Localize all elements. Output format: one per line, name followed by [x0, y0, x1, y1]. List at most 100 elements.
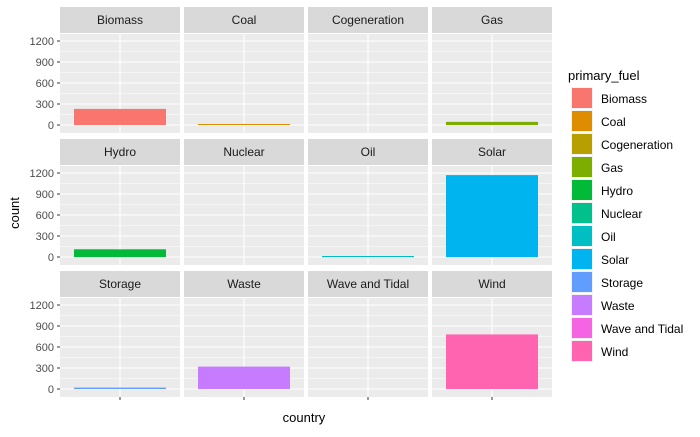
panel-wind: Wind [432, 271, 552, 397]
panel-oil: Oil [308, 139, 428, 265]
legend-swatch [572, 272, 592, 292]
bar-storage [74, 387, 166, 389]
legend-label: Cogeneration [601, 138, 673, 152]
panel-strip [432, 271, 552, 297]
y-tick-label: 0 [48, 252, 54, 264]
legend-label: Hydro [601, 184, 633, 198]
bar-wind [446, 334, 538, 389]
panel-strip-label: Waste [227, 277, 261, 291]
panel-strip [60, 7, 180, 33]
panel-waste: Waste [184, 271, 304, 397]
panel-hydro: Hydro [60, 139, 180, 265]
panel-storage: Storage [60, 271, 180, 397]
legend-label: Coal [601, 115, 626, 129]
legend-label: Biomass [601, 92, 647, 106]
legend-title: primary_fuel [568, 68, 640, 83]
panel-strip-label: Coal [232, 13, 257, 27]
legend-item-gas: Gas [571, 156, 623, 178]
y-tick-label: 1200 [30, 300, 54, 312]
legend-label: Nuclear [601, 207, 642, 221]
panel-strip-label: Wave and Tidal [327, 277, 409, 291]
panel-cogeneration: Cogeneration [308, 7, 428, 133]
legend-label: Solar [601, 253, 629, 267]
legend-item-biomass: Biomass [571, 87, 647, 109]
legend-item-solar: Solar [571, 248, 629, 270]
panel-strip [308, 7, 428, 33]
legend-item-wind: Wind [571, 340, 628, 362]
y-tick-label: 300 [36, 363, 54, 375]
legend-swatch [572, 318, 592, 338]
legend-swatch [572, 134, 592, 154]
panel-wave-and-tidal: Wave and Tidal [308, 271, 428, 397]
x-axis [119, 397, 493, 400]
y-tick-label: 600 [36, 78, 54, 90]
panel-strip-label: Cogeneration [332, 13, 404, 27]
panel-strip-label: Biomass [97, 13, 143, 27]
panel-strip-label: Gas [481, 13, 503, 27]
y-tick-label: 0 [48, 384, 54, 396]
legend-label: Waste [601, 299, 635, 313]
legend-item-cogeneration: Cogeneration [571, 133, 673, 155]
panel-strip [60, 271, 180, 297]
bar-gas [446, 121, 538, 125]
legend-item-hydro: Hydro [571, 179, 633, 201]
bar-biomass [74, 108, 166, 125]
panel-strip-label: Oil [361, 145, 376, 159]
facet-panels: Biomass Coal Cogeneration Gas Hydro Nuclear Oi… [60, 7, 552, 397]
bar-hydro [74, 249, 166, 257]
panel-strip-label: Solar [478, 145, 506, 159]
panel-strip-label: Wind [478, 277, 505, 291]
legend-label: Gas [601, 161, 623, 175]
legend-label: Wave and Tidal [601, 322, 683, 336]
panel-strip [184, 7, 304, 33]
legend-swatch [572, 180, 592, 200]
legend-label: Wind [601, 345, 628, 359]
legend-swatch [572, 111, 592, 131]
y-tick-label: 600 [36, 342, 54, 354]
panel-strip [432, 7, 552, 33]
y-tick-label: 300 [36, 99, 54, 111]
legend-item-waste: Waste [571, 294, 635, 316]
y-tick-label: 900 [36, 321, 54, 333]
y-tick-label: 1200 [30, 168, 54, 180]
legend-swatch [572, 226, 592, 246]
panel-strip-label: Storage [99, 277, 141, 291]
panel-coal: Coal [184, 7, 304, 133]
panel-strip [60, 139, 180, 165]
legend-swatch [572, 249, 592, 269]
panel-strip-label: Nuclear [223, 145, 264, 159]
bar-waste [198, 366, 290, 389]
legend-label: Storage [601, 276, 643, 290]
panel-strip [432, 139, 552, 165]
panel-solar: Solar [432, 139, 552, 265]
y-axes: 0 300 600 900 1200 0 300 600 900 1200 0 300 600 900 12… [30, 36, 60, 396]
bar-coal [198, 124, 290, 125]
y-tick-label: 1200 [30, 36, 54, 48]
panel-gas: Gas [432, 7, 552, 133]
y-tick-label: 300 [36, 231, 54, 243]
panel-nuclear: Nuclear [184, 139, 304, 265]
legend-swatch [572, 341, 592, 361]
legend-swatch [572, 203, 592, 223]
y-tick-label: 600 [36, 210, 54, 222]
legend-swatch [572, 88, 592, 108]
legend-item-nuclear: Nuclear [571, 202, 642, 224]
panel-biomass: Biomass [60, 7, 180, 133]
panel-strip [184, 271, 304, 297]
legend-item-oil: Oil [571, 225, 616, 247]
y-tick-label: 900 [36, 189, 54, 201]
legend-item-storage: Storage [571, 271, 643, 293]
legend-label: Oil [601, 230, 616, 244]
y-tick-label: 0 [48, 120, 54, 132]
panel-strip-label: Hydro [104, 145, 136, 159]
panel-strip [308, 139, 428, 165]
legend: primary_fuel Biomass Coal Cogeneration Gas H… [568, 68, 683, 362]
panel-strip [184, 139, 304, 165]
legend-swatch [572, 295, 592, 315]
x-axis-title: country [283, 410, 326, 425]
legend-swatch [572, 157, 592, 177]
legend-item-coal: Coal [571, 110, 626, 132]
y-tick-label: 900 [36, 57, 54, 69]
panel-strip [308, 271, 428, 297]
